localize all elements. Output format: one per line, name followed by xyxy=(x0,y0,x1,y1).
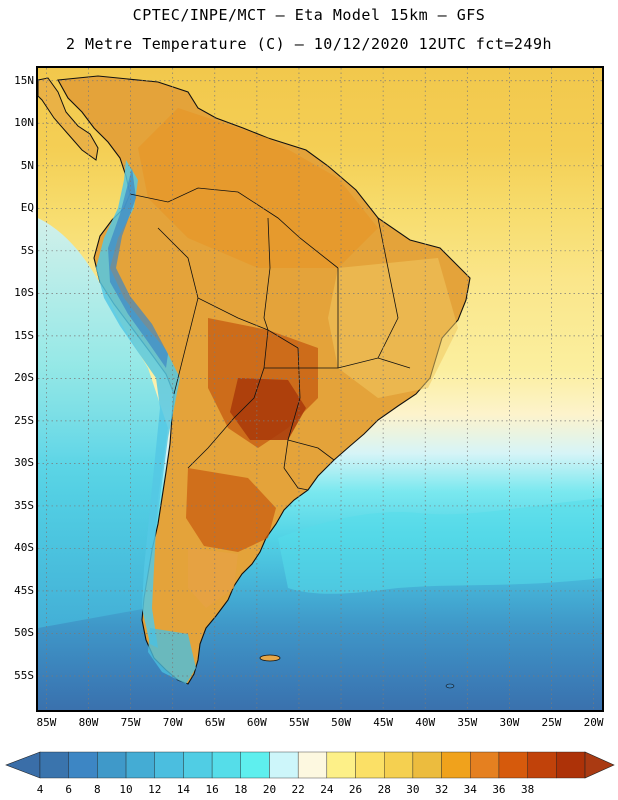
country-borders xyxy=(129,187,411,491)
longitude-label: 65W xyxy=(204,716,225,729)
colorbar-swatch xyxy=(412,751,442,779)
colorbar-swatch xyxy=(97,751,127,779)
central-america-landmass xyxy=(38,77,99,161)
longitude-label: 80W xyxy=(78,716,99,729)
latitude-label: 50S xyxy=(14,626,34,640)
colorbar-level-label: 24 xyxy=(320,783,334,796)
longitude-label: 70W xyxy=(162,716,183,729)
patagonia-mild-zone xyxy=(188,548,238,608)
map-title-line1: CPTEC/INPE/MCT – Eta Model 15km – GFS xyxy=(132,6,486,24)
longitude-label: 20W xyxy=(583,716,604,729)
longitude-label: 85W xyxy=(36,716,57,729)
longitude-label: 45W xyxy=(373,716,394,729)
colorbar-level-label: 28 xyxy=(377,783,391,796)
andes-cold-ridge xyxy=(96,160,180,648)
longitude-label: 35W xyxy=(457,716,478,729)
latitude-label: EQ xyxy=(20,201,34,215)
map-panel xyxy=(36,66,604,712)
colorbar-swatch xyxy=(326,751,356,779)
longitude-label: 50W xyxy=(331,716,351,729)
latitude-label: 55S xyxy=(14,668,34,682)
longitude-label: 30W xyxy=(499,716,520,729)
colorbar-level-label: 38 xyxy=(521,783,535,796)
paraguay-hottest-zone xyxy=(230,378,306,440)
latitude-label: 10N xyxy=(14,116,34,130)
colorbar-level-label: 32 xyxy=(434,783,449,796)
colorbar-swatch xyxy=(269,751,299,779)
atlantic-cool-band xyxy=(278,498,602,594)
argentina-hot-zone xyxy=(186,468,276,552)
colorbar-level-label: 18 xyxy=(234,783,248,796)
map-title-line2: 2 Metre Temperature (C) – 10/12/2020 12U… xyxy=(65,35,553,53)
colorbar-level-label: 14 xyxy=(176,783,191,796)
falkland-islands xyxy=(259,654,281,662)
colorbar-level-label: 20 xyxy=(262,783,277,796)
colorbar-swatch xyxy=(211,751,241,779)
latitude-label: 15N xyxy=(14,73,34,87)
colorbar-swatch xyxy=(39,751,69,779)
longitude-label: 25W xyxy=(541,716,562,729)
colorbar-swatch xyxy=(556,751,586,779)
temperature-map xyxy=(38,68,602,710)
colorbar-over-arrow xyxy=(584,751,615,779)
colorbar-level-label: 26 xyxy=(348,783,363,796)
latitude-label: 25S xyxy=(14,413,34,427)
south-georgia-island xyxy=(445,683,455,689)
latitude-label: 5N xyxy=(20,158,34,172)
colorbar-level-label: 12 xyxy=(148,783,162,796)
colorbar-level-label: 30 xyxy=(406,783,420,796)
colorbar-level-label: 22 xyxy=(291,783,305,796)
tierra-del-fuego-cool-zone xyxy=(148,628,196,684)
colorbar-swatch xyxy=(355,751,385,779)
colorbar-swatch xyxy=(384,751,414,779)
longitude-label: 60W xyxy=(246,716,267,729)
latitude-label: 5S xyxy=(20,243,34,257)
colorbar-level-label: 6 xyxy=(65,783,72,796)
colorbar-swatch xyxy=(125,751,155,779)
colorbar-level-label: 16 xyxy=(205,783,219,796)
colorbar-swatch xyxy=(297,751,328,779)
latitude-label: 10S xyxy=(14,286,34,300)
colorbar-level-label: 34 xyxy=(463,783,477,796)
colorbar-swatch xyxy=(154,751,184,779)
colorbar-level-label: 36 xyxy=(492,783,506,796)
longitude-label: 55W xyxy=(289,716,309,729)
colorbar-swatch xyxy=(240,751,270,779)
colorbar-level-label: 10 xyxy=(119,783,133,796)
amazon-warm-zone xyxy=(138,108,378,268)
colorbar-swatch xyxy=(68,751,98,779)
colorbar-swatch xyxy=(498,751,528,779)
colorbar-level-label: 8 xyxy=(94,783,101,796)
latitude-label: 30S xyxy=(14,456,34,470)
colorbar-swatch xyxy=(470,751,500,779)
colorbar-swatch xyxy=(441,751,471,779)
longitude-label: 75W xyxy=(120,716,141,729)
longitude-label: 40W xyxy=(415,716,436,729)
latitude-label: 35S xyxy=(14,498,34,512)
colorbar-level-label: 4 xyxy=(36,783,44,796)
colorbar-swatch xyxy=(183,751,213,779)
andes-coldest-core xyxy=(108,168,168,368)
latitude-label: 45S xyxy=(14,583,34,597)
latitude-label: 40S xyxy=(14,541,34,555)
colorbar-swatch xyxy=(527,751,557,779)
latitude-label: 20S xyxy=(14,371,34,385)
pacific-cool-tongue xyxy=(38,218,168,628)
colorbar-under-arrow xyxy=(5,751,41,779)
latitude-label: 15S xyxy=(14,328,34,342)
